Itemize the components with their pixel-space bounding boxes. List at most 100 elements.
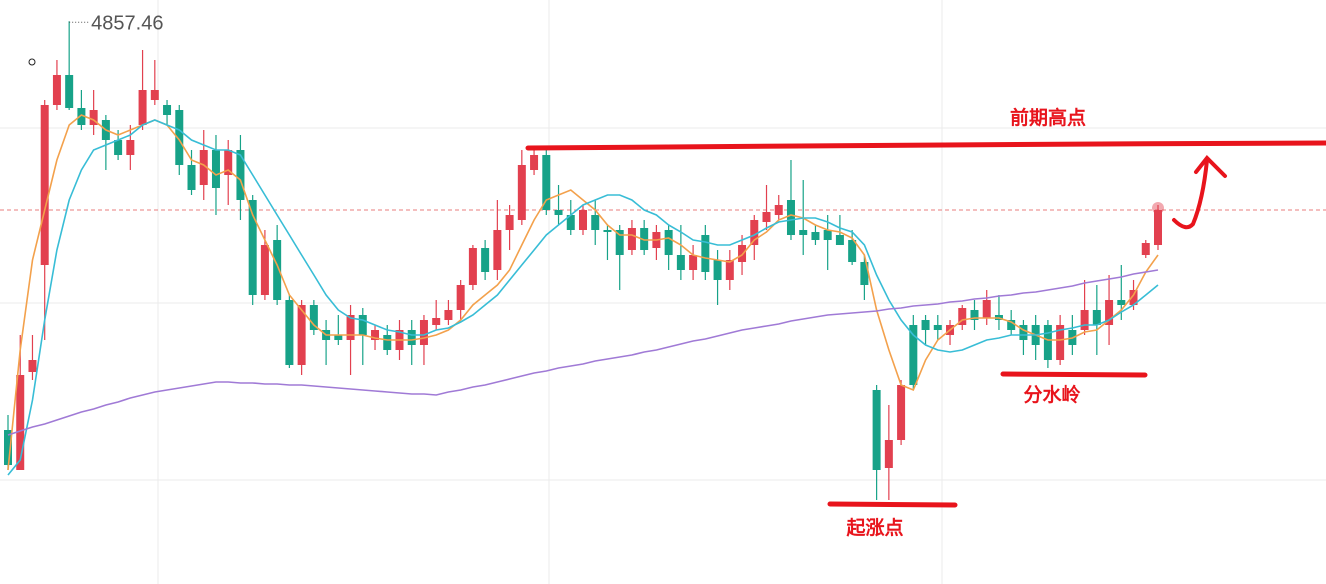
high-label: 4857.46 [91, 12, 163, 34]
candle-body [823, 230, 832, 240]
candle-body [774, 205, 783, 215]
candle-body [713, 260, 722, 280]
annotation: 分水岭 [1023, 383, 1080, 406]
candle-body [738, 245, 747, 262]
candle-body [407, 330, 416, 345]
candle-body [615, 230, 624, 255]
candle-body [309, 305, 318, 330]
candle-body [762, 212, 771, 222]
candle-body [1080, 310, 1089, 330]
candle-body [872, 390, 881, 470]
arrow [1172, 158, 1209, 230]
candle-body [4, 430, 12, 465]
candle-body [371, 330, 380, 340]
plot [0, 21, 1326, 500]
annotation: 前期高点 [1010, 106, 1086, 129]
candle-body [285, 300, 294, 365]
candle-body [530, 155, 539, 170]
candle-body [591, 215, 600, 230]
candle-body [603, 230, 612, 232]
resistance-line [525, 140, 1326, 151]
candle-body [848, 240, 857, 262]
candle-body [786, 200, 795, 235]
candle-body [65, 75, 74, 108]
candle-body [260, 245, 269, 295]
candle-body [199, 150, 208, 185]
candle-body [664, 230, 673, 255]
candle-body [126, 140, 135, 155]
candle-body [1092, 310, 1101, 325]
candle-body [297, 305, 306, 365]
candle-body [40, 105, 49, 265]
watershed-line [1000, 371, 1148, 378]
candle-body [627, 228, 636, 250]
candle-body [138, 90, 147, 125]
candle-body [334, 335, 343, 340]
candle-body [224, 150, 233, 175]
candle-body [456, 285, 465, 310]
candle-body [921, 320, 930, 330]
candle-body [554, 210, 563, 215]
arrow-head [1194, 154, 1227, 178]
annotations [525, 140, 1326, 508]
candle-body [1141, 243, 1150, 255]
candle-body [897, 385, 906, 440]
candle-body [163, 105, 172, 115]
candle-body [77, 108, 86, 125]
candle-body [505, 215, 514, 230]
start-line [827, 501, 958, 508]
candle-body [211, 150, 220, 188]
candle-body [1019, 325, 1028, 340]
candle-body [958, 308, 967, 325]
candle-body [676, 255, 685, 270]
candle-body [884, 440, 893, 468]
candle-body [811, 232, 820, 240]
candle-body [1129, 290, 1138, 305]
candle-body [16, 375, 25, 470]
candle-body [175, 110, 184, 165]
candle-body [150, 90, 159, 100]
candle-body [1043, 325, 1052, 360]
candle-body [579, 210, 587, 230]
candle-body [114, 140, 123, 155]
candle-body [970, 310, 979, 320]
candle-body [89, 110, 98, 125]
candle-body [419, 320, 428, 345]
candle-body [358, 315, 367, 335]
candle-body [835, 235, 844, 245]
candle-body [432, 318, 441, 325]
candle-body [273, 240, 282, 300]
candle-body [725, 260, 734, 280]
candle-body [52, 75, 61, 105]
candle-body [28, 360, 37, 372]
moving-average [7, 269, 1159, 436]
candle-body [444, 310, 453, 320]
annotation: 起涨点 [845, 517, 903, 539]
last-glow [1152, 202, 1164, 214]
candle-body [248, 200, 257, 295]
candle-body [236, 150, 245, 200]
candle-body [468, 248, 477, 285]
moving-average [7, 119, 1159, 476]
marker-icon [28, 58, 36, 66]
candle-body [689, 255, 698, 270]
candle-body [933, 325, 942, 330]
candle-body [1105, 300, 1114, 325]
candle-body [542, 155, 551, 210]
candle-body [481, 248, 490, 272]
candle-body [1154, 210, 1162, 245]
candle-body [909, 325, 918, 385]
candle-body [1056, 325, 1065, 360]
candle-body [640, 228, 649, 250]
candle-body [517, 165, 526, 220]
candle-body [1117, 300, 1126, 305]
candle-body [187, 165, 196, 190]
candle-body [1007, 320, 1016, 330]
candle-body [701, 235, 710, 272]
candle-body [493, 230, 502, 270]
candle-body [383, 335, 392, 350]
candle-body [799, 230, 808, 235]
